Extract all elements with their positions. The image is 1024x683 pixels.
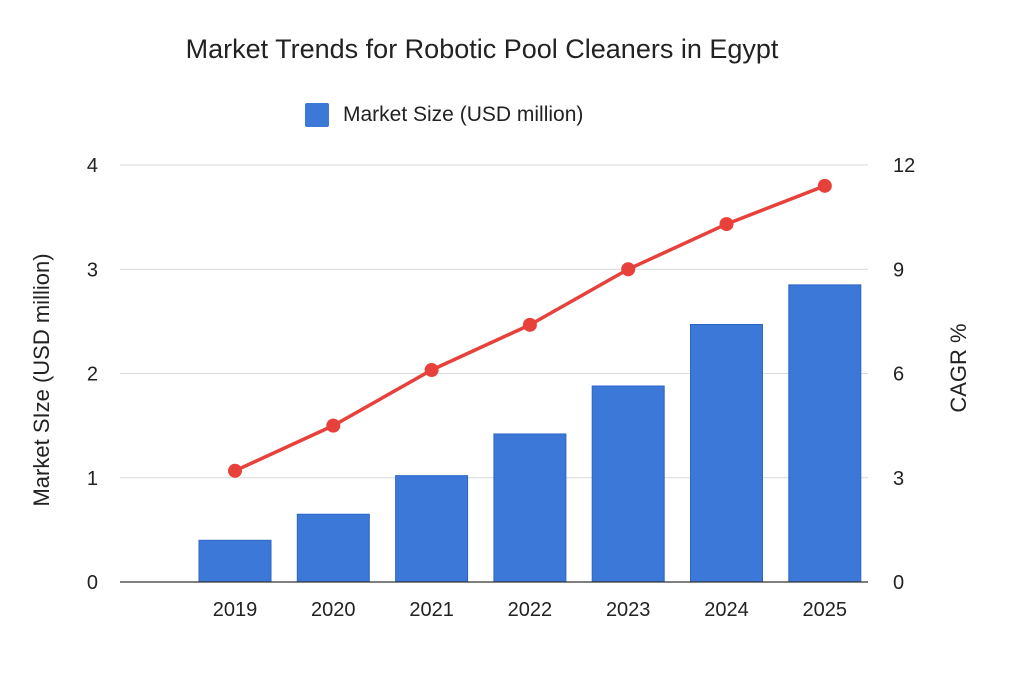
bar <box>788 284 862 583</box>
y2-tick-label: 12 <box>893 155 915 177</box>
bar <box>395 475 469 583</box>
cagr-point <box>228 463 242 478</box>
x-tick-label: 2019 <box>213 599 258 621</box>
y-axis-title: Market SIze (USD million) <box>29 253 54 506</box>
y2-axis-title: CAGR % <box>946 323 971 412</box>
y2-tick-label: 6 <box>893 364 904 386</box>
legend-label-market-size: Market Size (USD million) <box>343 103 584 126</box>
cagr-point <box>522 317 537 332</box>
bar <box>493 433 567 583</box>
y2-tick-label: 3 <box>893 468 904 490</box>
cagr-point <box>817 178 832 193</box>
bar <box>296 513 370 583</box>
x-tick-label: 2021 <box>409 599 454 621</box>
bar <box>690 324 763 583</box>
bar <box>198 539 272 583</box>
cagr-point <box>326 418 341 433</box>
x-tick-label: 2023 <box>606 599 651 621</box>
bar <box>591 385 665 583</box>
legend-swatch-market-size <box>305 103 329 127</box>
y-tick-label: 4 <box>87 155 98 177</box>
cagr-point <box>719 217 734 232</box>
y-tick-label: 3 <box>87 259 98 281</box>
x-tick-label: 2025 <box>803 599 848 621</box>
y-tick-label: 2 <box>87 364 98 386</box>
y-tick-label: 1 <box>87 468 98 490</box>
x-tick-label: 2024 <box>704 599 749 621</box>
y-tick-label: 0 <box>87 572 98 594</box>
cagr-point <box>621 262 636 277</box>
y2-tick-label: 0 <box>893 572 904 594</box>
cagr-point <box>424 363 439 378</box>
x-tick-label: 2020 <box>311 599 356 621</box>
legend: Market Size (USD million) <box>305 103 583 127</box>
y2-tick-label: 9 <box>893 259 904 281</box>
x-tick-label: 2022 <box>508 599 553 621</box>
chart-title: Market Trends for Robotic Pool Cleaners … <box>185 34 779 64</box>
